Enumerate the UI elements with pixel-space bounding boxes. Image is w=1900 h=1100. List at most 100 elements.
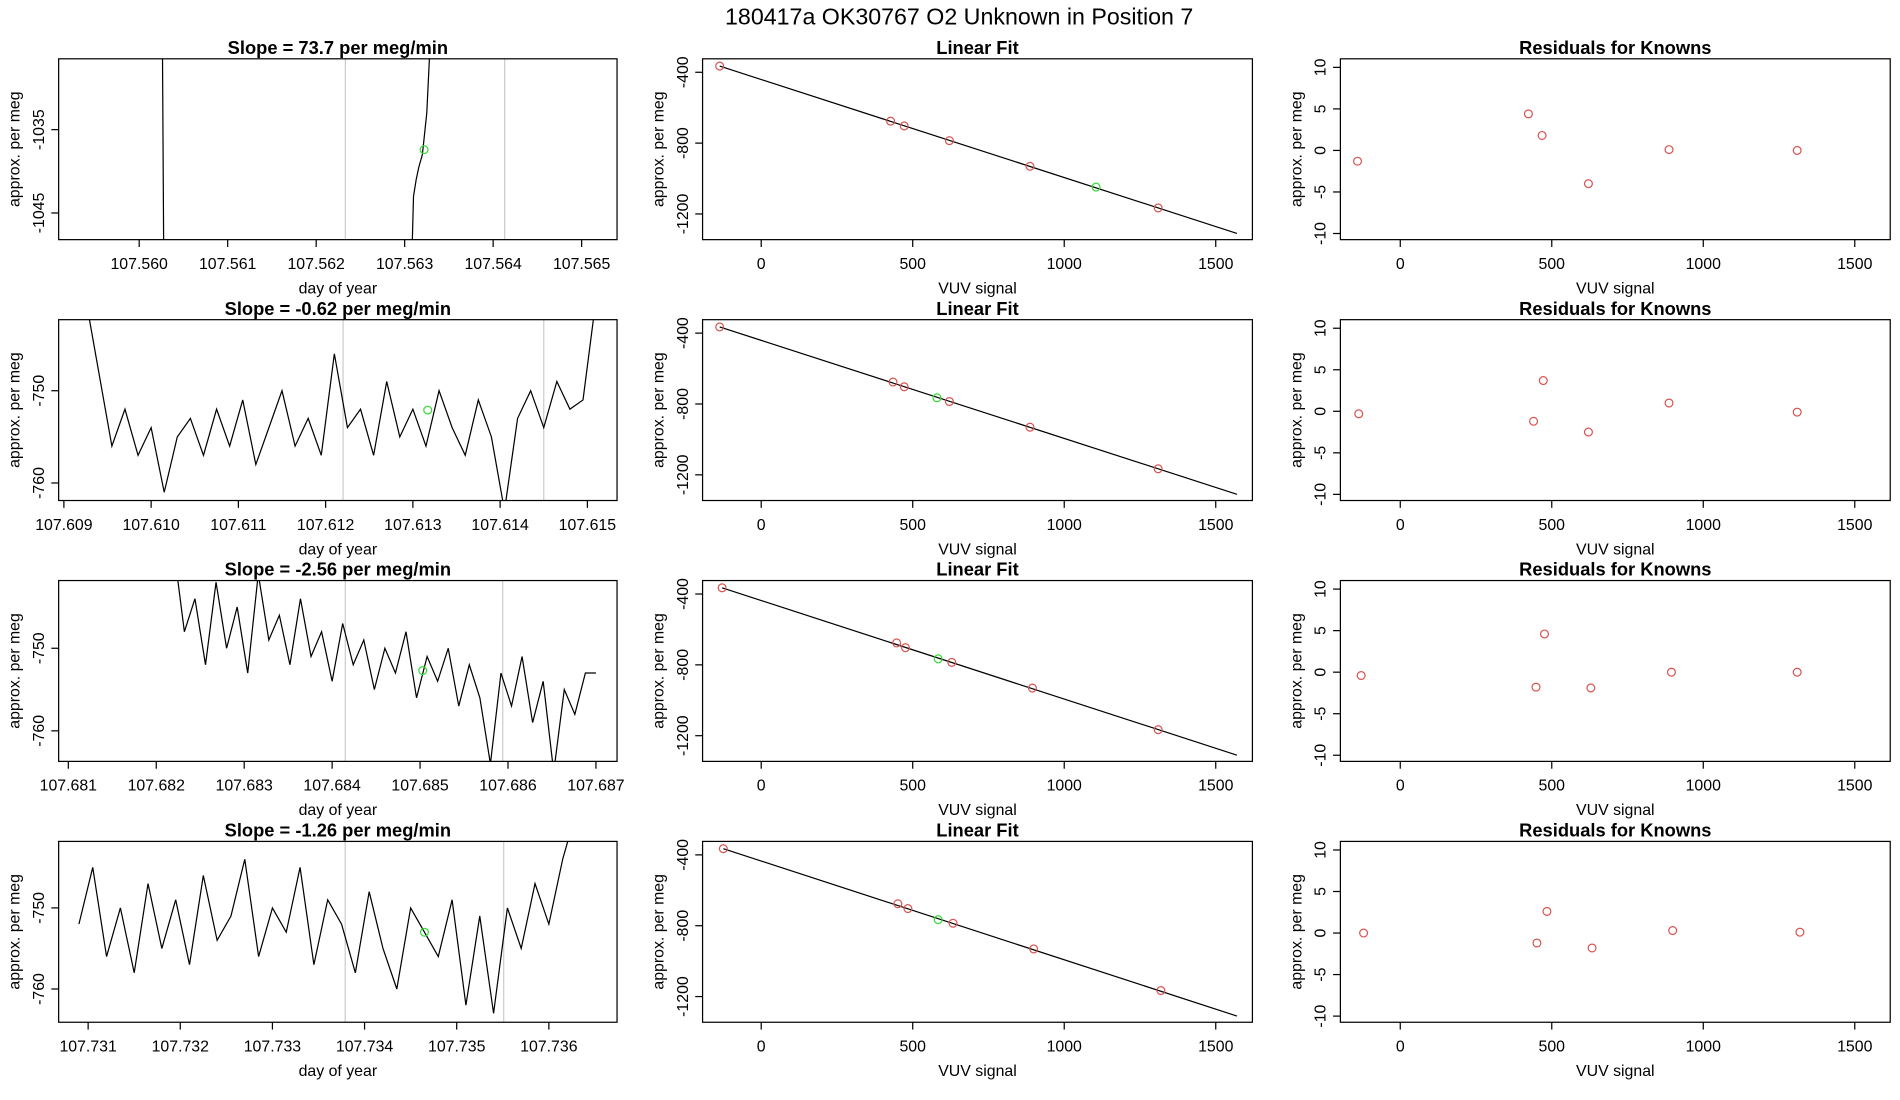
panel-title: Slope = -2.56 per meg/min bbox=[225, 559, 451, 580]
point bbox=[1583, 179, 1593, 189]
y-tick-label: 0 bbox=[1313, 146, 1330, 155]
x-tick-label: 107.560 bbox=[110, 256, 168, 273]
x-tick-label: 500 bbox=[1539, 1039, 1566, 1056]
x-tick-label: 0 bbox=[757, 1039, 766, 1056]
x-tick-label: 1000 bbox=[1047, 1039, 1082, 1056]
fit-line bbox=[719, 326, 1238, 495]
plot-frame bbox=[1339, 840, 1891, 1023]
point bbox=[1668, 926, 1678, 936]
panel-title: Linear Fit bbox=[936, 37, 1018, 58]
data-line bbox=[88, 319, 594, 501]
point bbox=[715, 61, 725, 71]
point bbox=[893, 899, 903, 909]
point bbox=[1153, 464, 1163, 474]
panel: Residuals for Knowns VUV signal approx. pe… bbox=[1288, 820, 1891, 1080]
plot-frame bbox=[1339, 58, 1891, 241]
x-tick-label: 500 bbox=[1539, 778, 1566, 795]
y-tick-label: -400 bbox=[675, 578, 692, 610]
panel-title: Slope = -1.26 per meg/min bbox=[225, 820, 451, 841]
y-axis-label: approx. per meg bbox=[650, 352, 667, 468]
y-axis-label: approx. per meg bbox=[1288, 613, 1305, 729]
panel: Linear Fit VUV signal approx. per meg 0 500 1… bbox=[650, 37, 1254, 297]
x-tick-label: 107.563 bbox=[376, 256, 434, 273]
panel-title: Linear Fit bbox=[936, 559, 1018, 580]
point bbox=[1795, 927, 1805, 937]
y-tick-label: -800 bbox=[675, 649, 692, 681]
point bbox=[1538, 376, 1548, 386]
point bbox=[1153, 725, 1163, 735]
x-tick-label: 1500 bbox=[1837, 778, 1872, 795]
point bbox=[1359, 928, 1369, 938]
x-tick-label: 107.613 bbox=[384, 517, 442, 534]
point bbox=[899, 382, 909, 392]
x-axis-label: VUV signal bbox=[1576, 1063, 1655, 1080]
data-line bbox=[78, 841, 569, 1014]
point bbox=[1029, 944, 1039, 954]
x-tick-label: 107.735 bbox=[428, 1039, 486, 1056]
data-line bbox=[177, 580, 596, 762]
x-tick-label: 107.736 bbox=[520, 1039, 578, 1056]
plot-frame bbox=[58, 579, 618, 762]
panel-title: Slope = -0.62 per meg/min bbox=[225, 298, 451, 319]
x-tick-label: 1500 bbox=[1198, 517, 1233, 534]
x-tick-label: 107.734 bbox=[336, 1039, 394, 1056]
y-tick-label: -400 bbox=[675, 317, 692, 349]
point bbox=[1666, 667, 1676, 677]
x-tick-label: 0 bbox=[757, 778, 766, 795]
point bbox=[717, 583, 727, 593]
x-axis-label: day of year bbox=[299, 541, 378, 558]
x-axis-label: VUV signal bbox=[938, 1063, 1017, 1080]
y-tick-label: -5 bbox=[1313, 185, 1330, 199]
x-tick-label: 107.687 bbox=[567, 778, 625, 795]
point bbox=[1356, 670, 1366, 681]
x-tick-label: 500 bbox=[1539, 517, 1566, 534]
point bbox=[1353, 156, 1363, 166]
y-tick-label: -1200 bbox=[675, 454, 692, 495]
x-tick-label: 1500 bbox=[1837, 1039, 1872, 1056]
y-tick-label: -1035 bbox=[31, 109, 48, 150]
y-tick-label: 0 bbox=[1313, 668, 1330, 677]
y-tick-label: -760 bbox=[31, 467, 48, 499]
y-tick-label: -10 bbox=[1313, 222, 1330, 245]
x-axis-label: VUV signal bbox=[938, 802, 1017, 819]
x-tick-label: 500 bbox=[1539, 256, 1566, 273]
y-tick-label: -800 bbox=[675, 910, 692, 942]
x-tick-label: 1500 bbox=[1198, 778, 1233, 795]
figure-title: 180417a OK30767 O2 Unknown in Position 7 bbox=[725, 4, 1193, 30]
x-tick-label: 107.733 bbox=[244, 1039, 302, 1056]
data-line bbox=[161, 58, 431, 240]
y-tick-label: 10 bbox=[1313, 580, 1330, 598]
plot-frame bbox=[1339, 319, 1891, 502]
plot-frame bbox=[701, 319, 1254, 502]
x-tick-label: 107.562 bbox=[287, 256, 345, 273]
point bbox=[944, 136, 954, 146]
x-tick-label: 107.686 bbox=[479, 778, 537, 795]
panel: Slope = -0.62 per meg/min day of year appr… bbox=[7, 298, 618, 558]
fit-line bbox=[719, 65, 1238, 235]
x-tick-label: 1500 bbox=[1198, 1039, 1233, 1056]
panel: Slope = -1.26 per meg/min day of year appr… bbox=[7, 820, 618, 1080]
plot-frame bbox=[701, 58, 1254, 241]
y-axis-label: approx. per meg bbox=[1288, 352, 1305, 468]
plot-frame bbox=[701, 840, 1254, 1023]
x-axis-label: VUV signal bbox=[938, 541, 1017, 558]
plot-frame bbox=[58, 58, 618, 241]
y-axis-label: approx. per meg bbox=[650, 874, 667, 990]
point bbox=[1583, 427, 1593, 437]
x-tick-label: 107.561 bbox=[199, 256, 257, 273]
plot-frame bbox=[701, 579, 1254, 762]
x-axis-label: VUV signal bbox=[1576, 280, 1655, 297]
point bbox=[1354, 409, 1364, 419]
x-tick-label: 107.614 bbox=[471, 517, 529, 534]
plot-frame bbox=[58, 319, 618, 502]
y-axis-label: approx. per meg bbox=[7, 91, 24, 207]
point bbox=[1792, 145, 1802, 155]
point bbox=[1532, 938, 1542, 948]
point bbox=[1531, 682, 1541, 692]
y-axis-label: approx. per meg bbox=[650, 613, 667, 729]
point bbox=[1664, 398, 1674, 408]
y-tick-label: 10 bbox=[1313, 841, 1330, 859]
panel: Slope = 73.7 per meg/min day of year appro… bbox=[7, 37, 618, 297]
x-tick-label: 0 bbox=[1396, 1039, 1405, 1056]
x-axis-label: day of year bbox=[299, 802, 378, 819]
